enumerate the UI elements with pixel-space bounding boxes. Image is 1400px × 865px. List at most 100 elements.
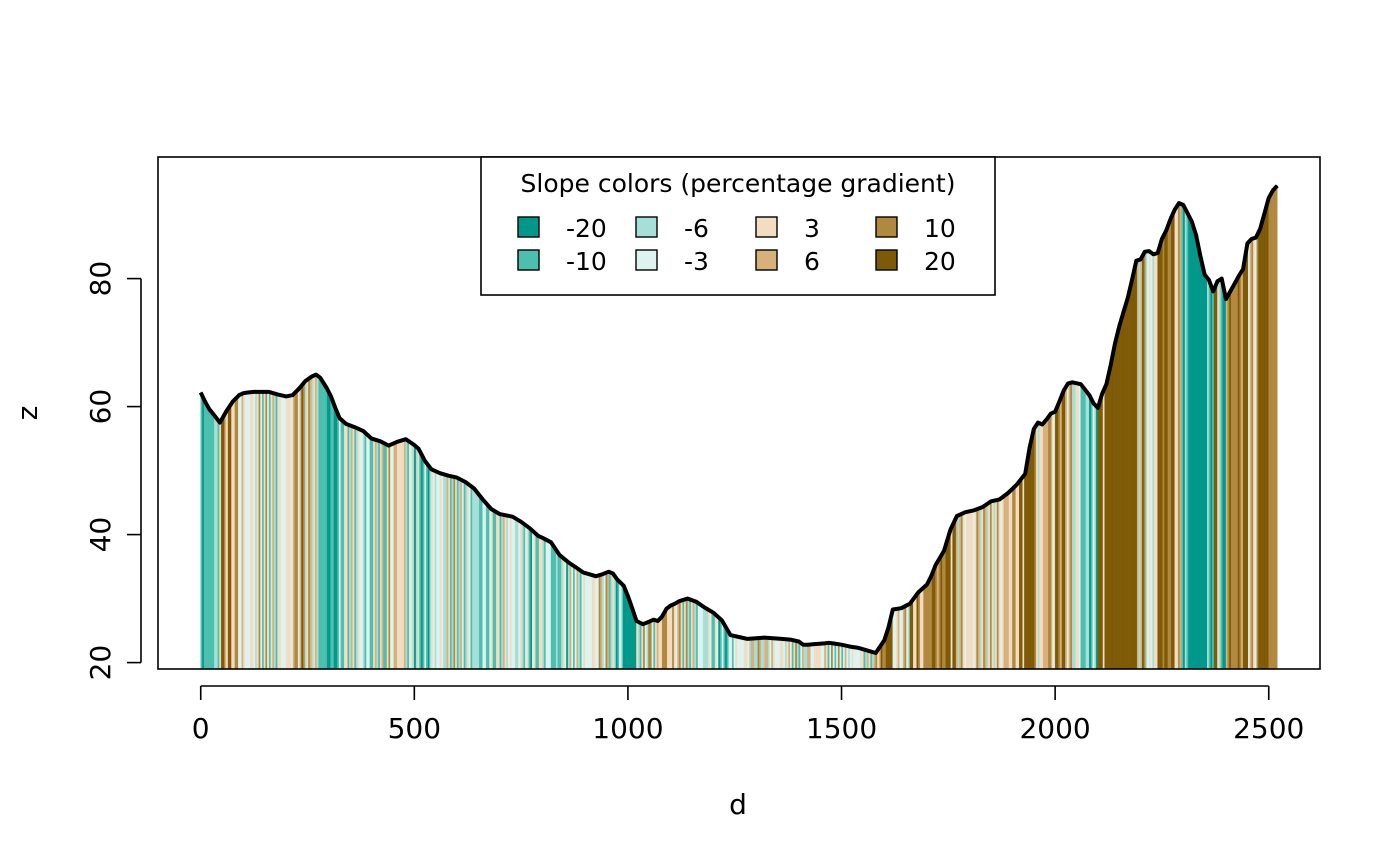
slope-strip [762, 637, 765, 670]
slope-strip [385, 442, 388, 670]
legend-swatch [875, 249, 898, 271]
slope-strip [689, 597, 692, 670]
x-tick-label: 1500 [806, 712, 877, 745]
slope-strip [716, 614, 719, 670]
slope-strip [602, 572, 605, 670]
slope-strip [841, 642, 844, 670]
slope-strip [1010, 489, 1013, 670]
slope-strip [309, 374, 312, 670]
slope-strip [226, 410, 229, 670]
slope-strip [1265, 203, 1268, 670]
slope-strip [526, 525, 530, 670]
slope-strip [829, 643, 832, 670]
slope-strip [221, 417, 224, 670]
slope-strip [1188, 213, 1191, 670]
slope-strip [535, 531, 538, 670]
slope-strip [1159, 241, 1162, 670]
slope-strip [325, 384, 328, 670]
slope-strip [697, 603, 700, 670]
slope-strip [807, 644, 810, 670]
slope-strip [1066, 384, 1070, 670]
legend-swatch [635, 249, 658, 271]
slope-strip [783, 638, 786, 670]
slope-strip [805, 643, 808, 670]
slope-strip [1167, 221, 1170, 670]
slope-strip [579, 569, 582, 670]
slope-strip [947, 532, 950, 670]
slope-strip [803, 642, 806, 670]
slope-strip [1048, 414, 1051, 670]
slope-strip [684, 599, 687, 670]
slope-strip [479, 493, 482, 670]
slope-strip [687, 596, 690, 670]
slope-strip [243, 391, 246, 670]
slope-strip [1102, 389, 1105, 670]
slope-strip [1106, 375, 1109, 670]
slope-strip [831, 641, 834, 670]
slope-strip [484, 501, 487, 670]
slope-strip [1042, 420, 1046, 670]
slope-strip [1195, 231, 1198, 670]
slope-strip [1148, 251, 1152, 670]
slope-strip [390, 443, 393, 670]
slope-strip [1089, 394, 1092, 670]
slope-strip [1034, 423, 1037, 670]
slope-strip [581, 572, 584, 670]
slope-strip [839, 642, 842, 670]
slope-strip [374, 437, 377, 670]
slope-strip [272, 391, 275, 670]
slope-strip [555, 550, 559, 670]
slope-strip [872, 652, 875, 670]
slope-strip [427, 464, 430, 670]
slope-strip [480, 497, 483, 670]
slope-strip [381, 440, 384, 670]
slope-strip [393, 442, 396, 670]
slope-strip [791, 638, 794, 670]
slope-strip [648, 620, 651, 670]
slope-strip [622, 584, 625, 670]
slope-strip [813, 644, 817, 670]
slope-strip [279, 394, 282, 670]
slope-strip [461, 479, 465, 670]
y-tick-label: 60 [84, 389, 117, 425]
slope-strip [429, 467, 432, 670]
slope-strip [356, 427, 359, 670]
slope-strip [1215, 279, 1218, 670]
slope-strip [487, 505, 490, 670]
slope-strip [899, 607, 902, 670]
slope-strip [930, 574, 933, 670]
slope-strip [624, 587, 627, 670]
slope-strip [1205, 274, 1208, 670]
slope-strip [284, 396, 287, 670]
slope-strip [250, 391, 253, 670]
slope-strip [448, 474, 451, 670]
slope-strip [655, 620, 658, 670]
slope-strip [735, 635, 738, 670]
slope-strip [207, 405, 210, 670]
slope-strip [913, 596, 916, 670]
slope-strip [802, 642, 805, 670]
slope-strip [386, 445, 389, 670]
slope-strip [995, 500, 998, 670]
slope-strip [1256, 233, 1259, 670]
slope-strip [1073, 381, 1076, 670]
slope-strip [574, 567, 577, 670]
slope-strip [858, 647, 861, 670]
slope-strip [793, 641, 796, 670]
slope-strip [1143, 249, 1146, 670]
slope-strip [649, 618, 653, 670]
slope-strip [364, 431, 367, 670]
slope-strip [255, 390, 258, 670]
slope-strip [1025, 458, 1028, 670]
slope-strip [713, 612, 716, 670]
slope-strip [981, 507, 984, 670]
legend-items: -20 -10 -6 -3 3 6 10 20 [517, 214, 956, 276]
y-axis: 20 40 60 80 [84, 261, 142, 680]
slope-strip [532, 531, 535, 670]
legend-swatch [517, 249, 540, 271]
slope-strip [856, 647, 859, 670]
slope-strip [542, 535, 545, 670]
slope-strip [1135, 259, 1138, 670]
slope-strip [1036, 422, 1039, 670]
slope-strip [238, 394, 241, 670]
